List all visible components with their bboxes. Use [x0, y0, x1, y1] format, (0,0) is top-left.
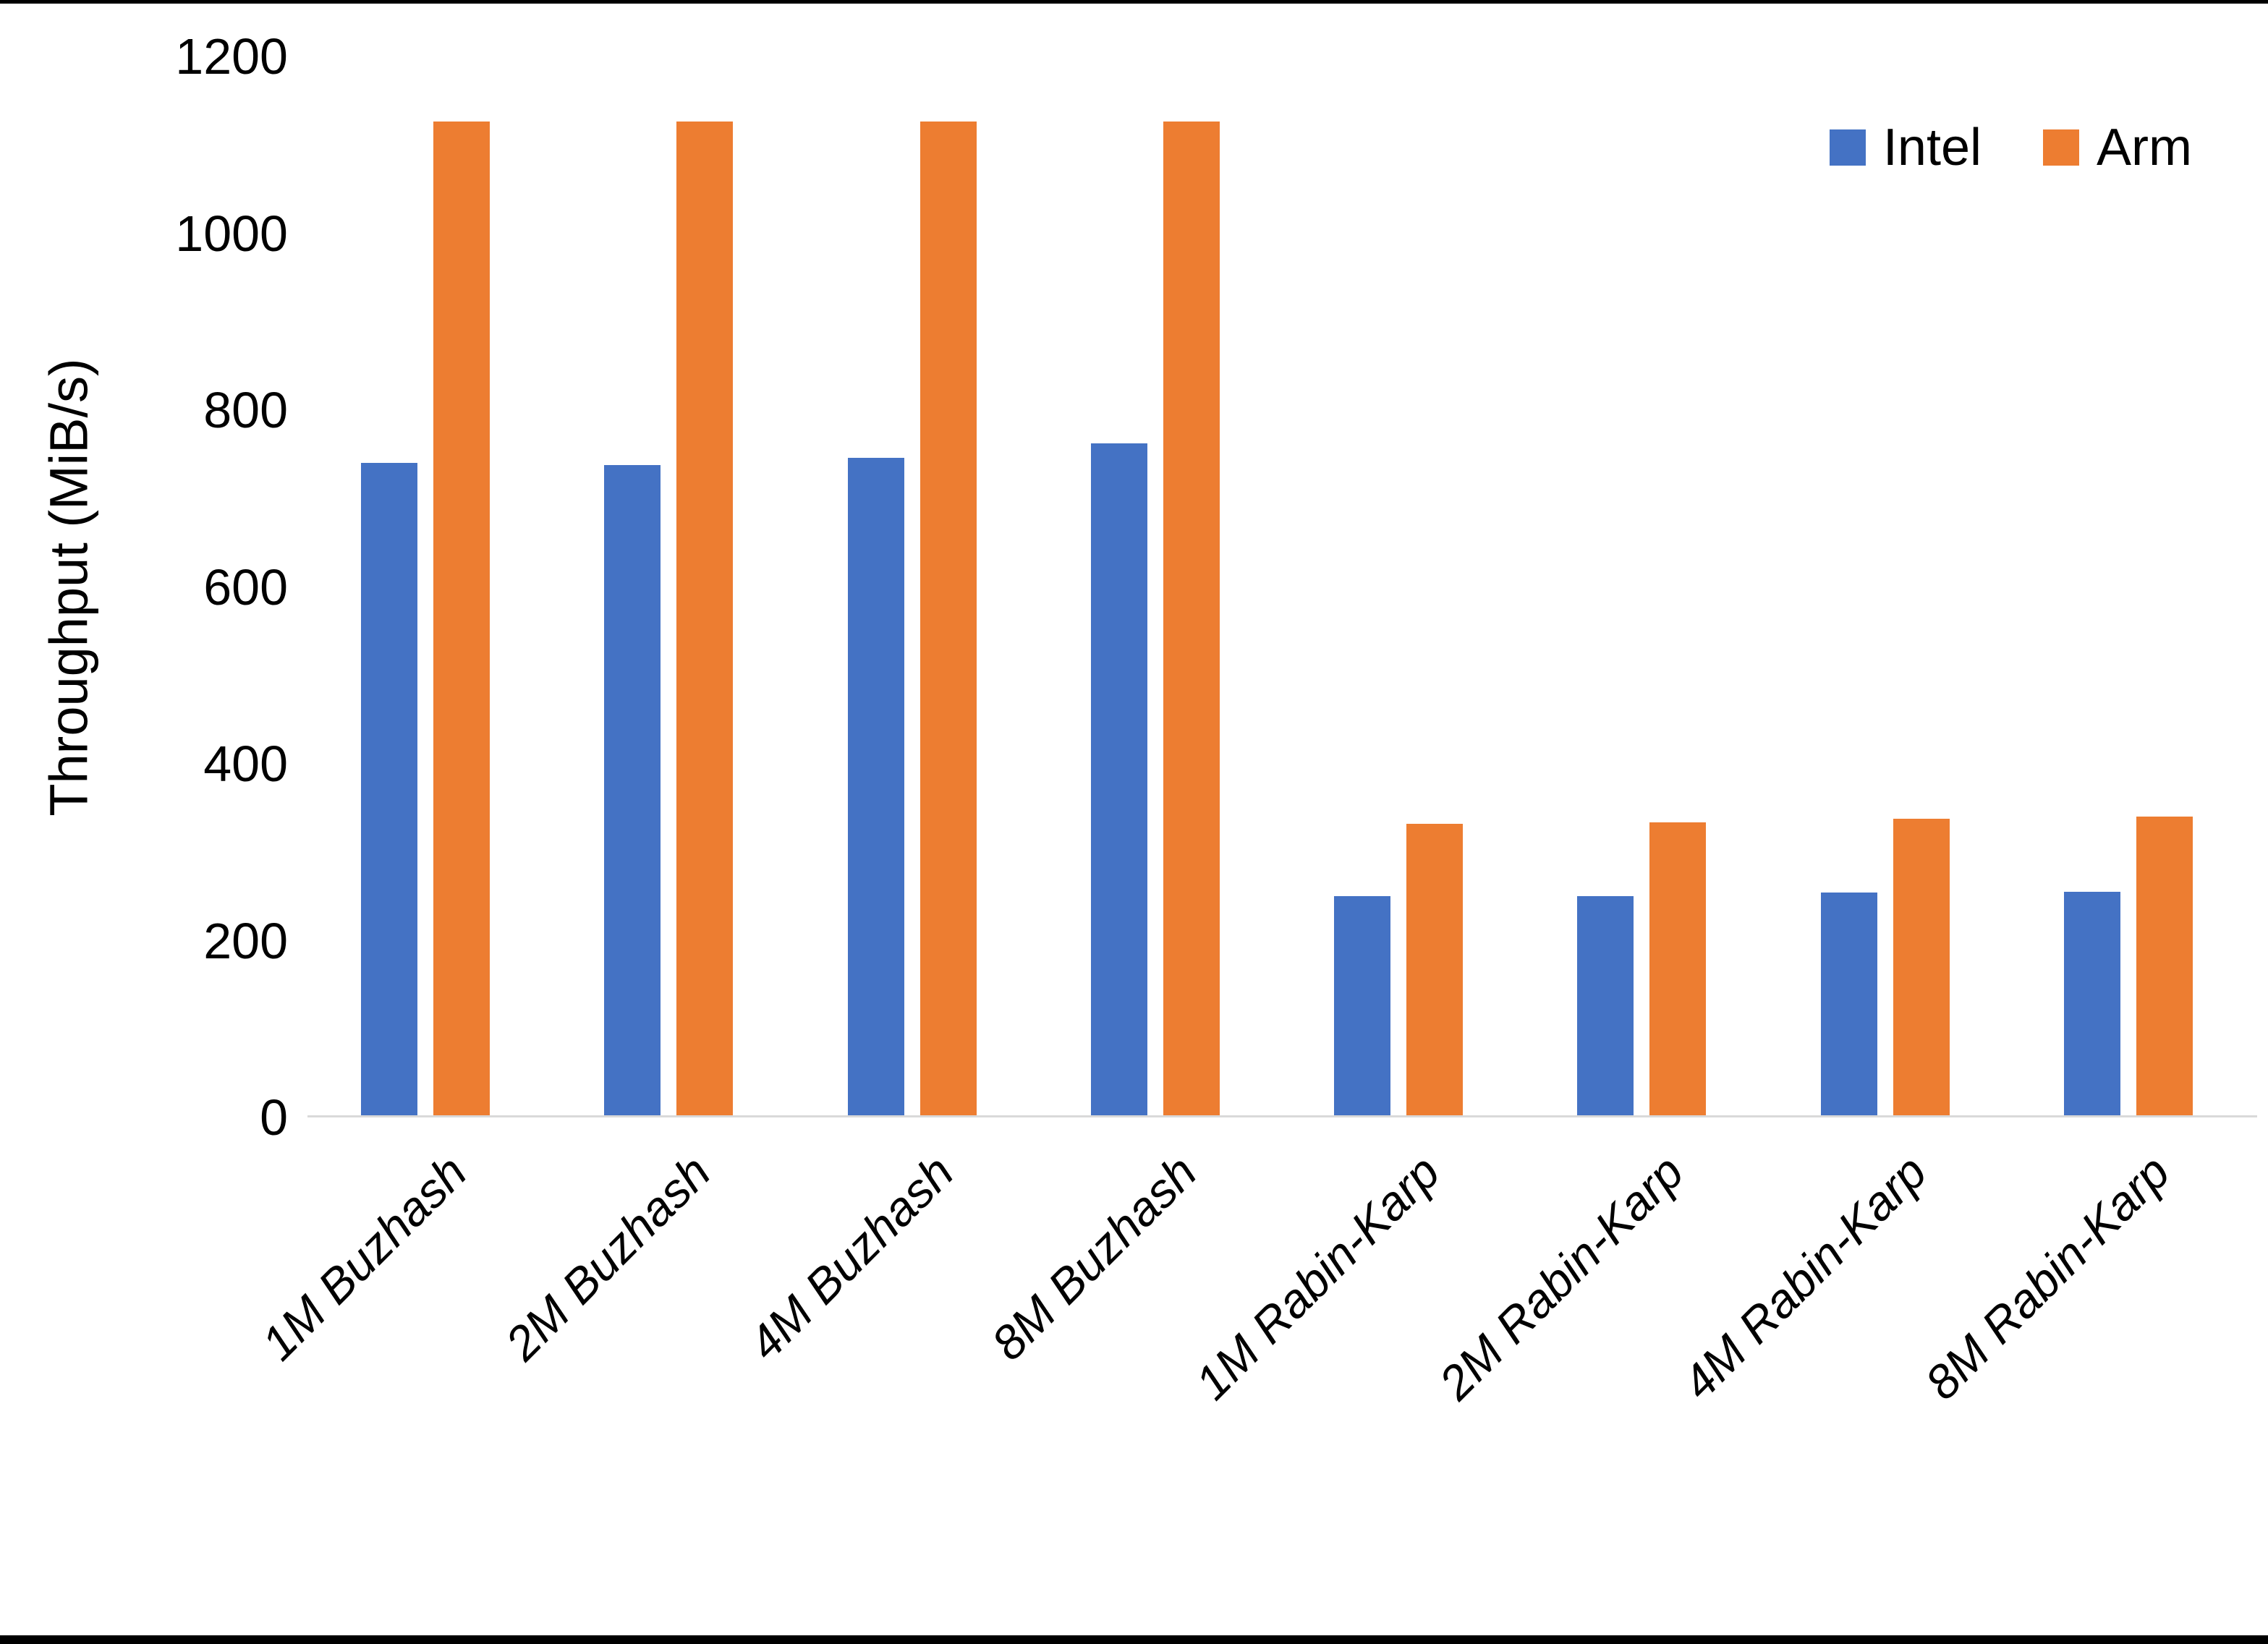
bar-arm [1649, 822, 1707, 1117]
bar-arm [1163, 122, 1220, 1117]
bar-intel [1820, 893, 1877, 1117]
bar-intel [1090, 443, 1147, 1117]
bar-arm [1893, 818, 1950, 1117]
legend-label-intel: Intel [1882, 119, 1982, 176]
intel-series-swatch-icon [1829, 129, 1866, 166]
bar-intel [604, 464, 661, 1117]
y-tick-label: 0 [260, 1089, 288, 1146]
legend-item-intel: Intel [1829, 119, 1982, 176]
frame-bottom-border [0, 1635, 2268, 1644]
y-tick-label: 400 [203, 736, 288, 792]
bar-intel [1577, 896, 1634, 1117]
x-category-label: 1M Rabin-Karp [1184, 1144, 1451, 1410]
y-tick-label: 600 [203, 558, 288, 616]
bar-arm [676, 122, 734, 1117]
bar-arm [2136, 817, 2193, 1117]
y-tick-label: 200 [203, 912, 288, 969]
legend-label-arm: Arm [2097, 119, 2192, 176]
x-category-label: 1M Buzhash [251, 1144, 477, 1371]
x-category-label: 2M Rabin-Karp [1428, 1144, 1694, 1410]
arm-series-swatch-icon [2043, 129, 2080, 166]
bar-arm [1406, 824, 1464, 1117]
x-category-label: 2M Buzhash [494, 1144, 721, 1371]
y-tick-label: 800 [203, 382, 288, 438]
x-category-label: 4M Buzhash [737, 1144, 964, 1371]
frame-top-border [0, 0, 2268, 4]
y-tick-label: 1200 [175, 28, 288, 85]
x-category-label: 8M Buzhash [981, 1144, 1207, 1371]
x-category-label: 8M Rabin-Karp [1914, 1144, 2180, 1410]
bar-intel [1334, 896, 1391, 1117]
bar-intel [2063, 892, 2120, 1117]
bar-intel [361, 463, 418, 1117]
bar-intel [847, 458, 904, 1117]
legend-item-arm: Arm [2043, 122, 2192, 174]
x-axis-line [307, 1115, 2257, 1117]
x-category-label: 4M Rabin-Karp [1671, 1144, 1937, 1410]
y-tick-label: 1000 [175, 205, 288, 262]
legend: Intel Arm [1829, 119, 2192, 176]
bar-arm [919, 122, 977, 1117]
bar-arm [433, 122, 490, 1117]
